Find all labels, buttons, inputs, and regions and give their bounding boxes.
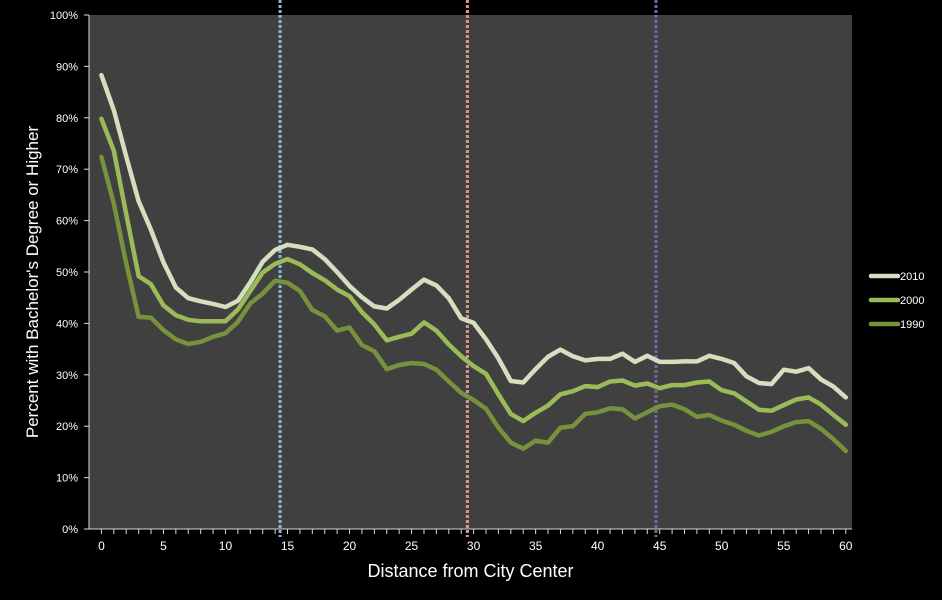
y-tick-label: 10% — [56, 473, 78, 485]
x-tick-label: 60 — [839, 539, 853, 553]
series-line-1990 — [99, 154, 849, 454]
x-tick-label: 30 — [467, 539, 481, 553]
reference-lines — [278, 0, 658, 537]
y-tick-label: 50% — [56, 267, 78, 279]
y-axis-title: Percent with Bachelor's Degree or Higher — [23, 126, 42, 439]
x-tick-label: 15 — [281, 539, 295, 553]
x-tick-label: 50 — [715, 539, 729, 553]
y-tick-label: 100% — [50, 10, 78, 22]
x-tick-label: 45 — [653, 539, 667, 553]
y-tick-label: 60% — [56, 216, 78, 228]
x-tick-label: 20 — [343, 539, 357, 553]
y-tick-label: 30% — [56, 370, 78, 382]
axes — [84, 14, 852, 534]
y-tick-labels: 0% 10% 20% 30% 40% 50% 60% 70% 80% 90% 100% — [50, 10, 78, 536]
y-tick-label: 20% — [56, 421, 78, 433]
y-tick-label: 80% — [56, 113, 78, 125]
legend: 2010 2000 1990 — [868, 271, 924, 331]
y-tick-label: 0% — [62, 524, 78, 536]
x-tick-labels: 0 5 10 15 20 25 30 35 40 45 50 55 60 — [98, 539, 853, 553]
series-line-2000 — [99, 116, 849, 427]
x-tick-label: 10 — [219, 539, 233, 553]
x-axis-title: Distance from City Center — [367, 561, 573, 581]
x-tick-label: 35 — [529, 539, 543, 553]
x-tick-label: 5 — [160, 539, 167, 553]
series-lines — [99, 72, 849, 454]
x-tick-label: 40 — [591, 539, 605, 553]
y-tick-label: 70% — [56, 164, 78, 176]
x-tick-label: 55 — [777, 539, 791, 553]
y-tick-label: 90% — [56, 61, 78, 73]
legend-label-1990: 1990 — [900, 319, 924, 331]
legend-label-2000: 2000 — [900, 295, 924, 307]
plot-area — [89, 15, 852, 529]
legend-label-2010: 2010 — [900, 271, 924, 283]
x-tick-label: 25 — [405, 539, 419, 553]
series-line-2010 — [99, 72, 849, 400]
y-tick-label: 40% — [56, 318, 78, 330]
x-tick-label: 0 — [98, 539, 105, 553]
